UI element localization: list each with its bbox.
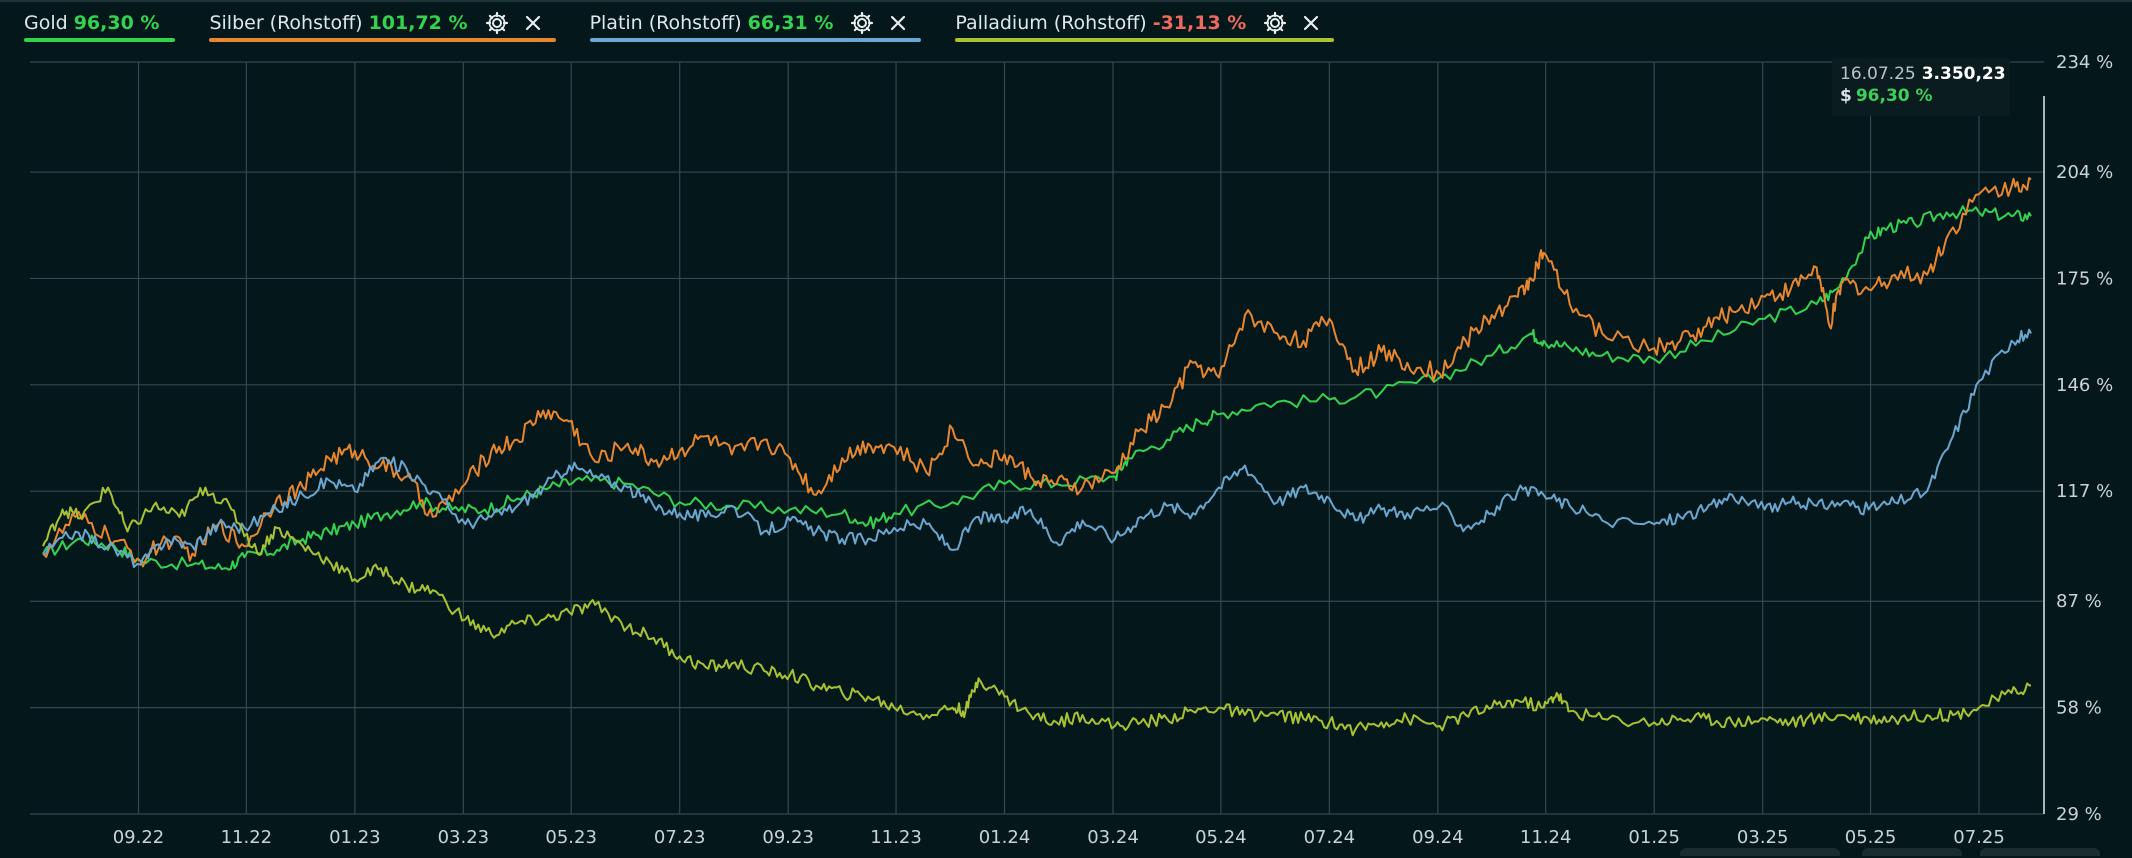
- x-tick-label: 03.25: [1737, 827, 1789, 848]
- grid: [30, 61, 2044, 815]
- x-tick-label: 09.22: [113, 827, 165, 848]
- crosshair-tooltip: 16.07.25 3.350,23 $96,30 %: [1832, 58, 2010, 116]
- x-tick-label: 03.23: [438, 827, 490, 848]
- x-tick-label: 11.23: [870, 827, 922, 848]
- x-tick-label: 05.24: [1195, 827, 1247, 848]
- legend-name: Gold: [24, 12, 68, 34]
- legend-underline: [589, 38, 922, 42]
- legend-value: -31,13 %: [1152, 12, 1247, 34]
- legend-item-platin[interactable]: Platin (Rohstoff) 66,31 %: [589, 8, 922, 42]
- x-tick-label: 07.24: [1304, 827, 1356, 848]
- x-tick-label: 05.25: [1845, 827, 1897, 848]
- scroll-tab[interactable]: [1862, 848, 1962, 856]
- x-tick-label: 11.22: [221, 827, 273, 848]
- scroll-tab[interactable]: [1980, 848, 2100, 856]
- legend-item-silber[interactable]: Silber (Rohstoff) 101,72 %: [209, 8, 556, 42]
- legend-underline: [209, 38, 556, 42]
- gear-icon[interactable]: [849, 10, 875, 36]
- legend-item-palladium[interactable]: Palladium (Rohstoff) -31,13 %: [955, 8, 1335, 42]
- tooltip-currency: $: [1840, 86, 1852, 106]
- legend-value: 66,31 %: [747, 12, 834, 34]
- legend-value: 101,72 %: [368, 12, 468, 34]
- y-tick-label: 175 %: [2056, 268, 2113, 289]
- legend-underline: [24, 38, 176, 42]
- axis-ticks: 234 % 204 % 175 % 146 % 117 % 87 % 58 % 29 % 09.…: [113, 52, 2113, 848]
- x-tick-label: 03.24: [1087, 827, 1139, 848]
- x-tick-label: 01.25: [1628, 827, 1680, 848]
- legend-value: 96,30 %: [73, 12, 160, 34]
- legend-name: Silber (Rohstoff): [209, 12, 363, 34]
- y-tick-label: 87 %: [2056, 591, 2102, 612]
- series-line-0[interactable]: [42, 205, 2032, 571]
- y-tick-label: 29 %: [2056, 804, 2102, 825]
- legend-name: Platin (Rohstoff): [589, 12, 742, 34]
- y-tick-label: 58 %: [2056, 698, 2102, 719]
- series-line-3[interactable]: [42, 486, 2032, 737]
- x-tick-label: 01.23: [329, 827, 381, 848]
- series-line-2[interactable]: [42, 328, 2032, 568]
- x-tick-label: 05.23: [545, 827, 597, 848]
- legend-underline: [955, 38, 1335, 42]
- y-tick-label: 234 %: [2056, 52, 2113, 73]
- tooltip-date: 16.07.25: [1840, 64, 1916, 84]
- close-icon[interactable]: [520, 10, 546, 36]
- y-tick-label: 117 %: [2056, 481, 2113, 502]
- scroll-tab[interactable]: [1680, 848, 1840, 856]
- gear-icon[interactable]: [1262, 10, 1288, 36]
- x-tick-label: 09.24: [1412, 827, 1464, 848]
- tooltip-price: 3.350,23: [1921, 64, 2006, 84]
- legend-item-gold[interactable]: Gold 96,30 %: [24, 8, 176, 42]
- x-tick-label: 09.23: [762, 827, 814, 848]
- series-line-1[interactable]: [42, 177, 2032, 568]
- gear-icon[interactable]: [484, 10, 510, 36]
- legend-name: Palladium (Rohstoff): [955, 12, 1147, 34]
- series-lines: [42, 177, 2032, 737]
- chart-legend: Gold 96,30 % Silber (Rohstoff) 101,72 % …: [24, 8, 1368, 42]
- x-tick-label: 11.24: [1520, 827, 1572, 848]
- y-tick-label: 204 %: [2056, 162, 2113, 183]
- tooltip-change: 96,30 %: [1855, 86, 1933, 106]
- close-icon[interactable]: [885, 10, 911, 36]
- x-tick-label: 07.25: [1953, 827, 2005, 848]
- y-tick-label: 146 %: [2056, 375, 2113, 396]
- close-icon[interactable]: [1298, 10, 1324, 36]
- x-tick-label: 01.24: [979, 827, 1031, 848]
- x-tick-label: 07.23: [654, 827, 706, 848]
